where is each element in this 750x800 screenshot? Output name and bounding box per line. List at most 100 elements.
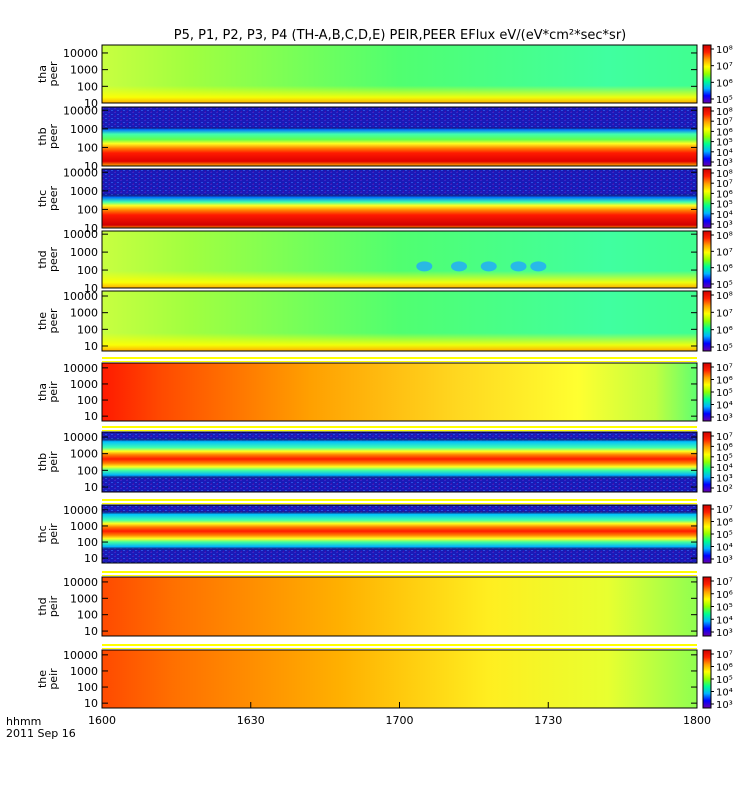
colorbar-tick-label: 10⁵: [716, 530, 733, 541]
colorbar: [702, 168, 712, 229]
x-tick-label: 1600: [88, 714, 116, 727]
y-tick-label: 100: [77, 203, 98, 216]
panel-ylabel: thbpeer: [36, 124, 60, 150]
spectrogram-low-energy: [102, 45, 697, 103]
y-tick-label: 1000: [70, 378, 98, 391]
colorbar-tick-label: 10⁷: [716, 179, 733, 190]
y-tick-label: 10000: [63, 504, 98, 517]
panel-ylabel-line: thd: [36, 597, 49, 615]
panel-frame: [101, 431, 698, 493]
panel-the-peer: 10000 1000 100 10 thepeer 10⁸ 10⁷ 10⁶ 10⁵: [36, 290, 733, 354]
colorbar-tick-label: 10⁶: [716, 376, 733, 387]
x-tick-label: 1700: [386, 714, 414, 727]
colorbar-tick-label: 10⁸: [716, 291, 733, 302]
colorbar-tick-label: 10⁷: [716, 247, 733, 258]
colorbar-tick-label: 10⁸: [716, 45, 733, 56]
y-tick-label: 100: [77, 323, 98, 336]
spectrogram-low-energy: [102, 231, 697, 288]
colorbar-tick-label: 10⁶: [716, 127, 733, 138]
colorbar-tick-label: 10⁸: [716, 169, 733, 180]
chart-title: P5, P1, P2, P3, P4 (TH-A,B,C,D,E) PEIR,P…: [173, 28, 627, 43]
y-tick-label: 10000: [63, 47, 98, 60]
panel-ylabel: thbpeir: [36, 451, 60, 473]
panel-top-gap: [102, 359, 697, 361]
colorbar: [702, 362, 712, 422]
y-tick-label: 100: [77, 609, 98, 622]
colorbar: [702, 431, 712, 493]
colorbar-tick-label: 10²: [716, 484, 733, 495]
panel-ylabel-line: thc: [36, 190, 49, 207]
panel-ylabel-line: peir: [47, 381, 60, 403]
colorbar-tick-label: 10⁷: [716, 117, 733, 128]
panel-ylabel-line: peir: [47, 523, 60, 545]
y-tick-label: 10000: [63, 362, 98, 375]
y-tick-label: 100: [77, 536, 98, 549]
panel-ylabel-line: thc: [36, 525, 49, 542]
y-tick-label: 10000: [63, 431, 98, 444]
colorbar-tick-label: 10⁶: [716, 518, 733, 529]
panel-ylabel-line: tha: [36, 383, 49, 401]
panel-ylabel: thdpeir: [36, 595, 60, 617]
spectrogram-low-energy: [102, 291, 697, 351]
spectrogram-fill: [102, 363, 697, 421]
y-tick-label: 10000: [63, 228, 98, 241]
y-tick-label: 10: [84, 552, 98, 565]
colorbar-tick-label: 10⁶: [716, 442, 733, 453]
spectrogram-band: [102, 505, 697, 563]
colorbar-tick-label: 10⁶: [716, 663, 733, 674]
colorbar-tick-label: 10⁴: [716, 688, 733, 699]
panel-top-gap: [102, 501, 697, 503]
colorbar-tick-label: 10⁴: [716, 210, 733, 221]
panel-ylabel: thdpeer: [36, 247, 60, 273]
y-tick-label: 100: [77, 394, 98, 407]
colorbar-tick-label: 10⁴: [716, 543, 733, 554]
panel-ylabel: thcpeir: [36, 523, 60, 545]
y-tick-label: 1000: [70, 520, 98, 533]
panel-ylabel-line: thb: [36, 127, 49, 145]
y-tick-label: 100: [77, 264, 98, 277]
panel-frame: [101, 290, 698, 352]
colorbar-tick-label: 10⁴: [716, 148, 733, 159]
panel-frame: [101, 576, 698, 637]
colorbar-tick-label: 10⁷: [716, 363, 733, 374]
spectrogram-patch: [451, 261, 467, 272]
spectrogram-fill: [102, 577, 697, 636]
spectrogram-band: [102, 107, 697, 166]
spectrogram-band: [102, 169, 697, 228]
panel-ylabel-line: peer: [47, 124, 60, 150]
colorbar-tick-label: 10⁷: [716, 577, 733, 588]
panel-frame: [101, 504, 698, 564]
panel-ylabel: thepeir: [36, 668, 60, 690]
panel-ylabel-line: thd: [36, 250, 49, 268]
y-tick-label: 10000: [63, 104, 98, 117]
spectrogram-patch: [530, 261, 547, 272]
colorbar-tick-label: 10⁵: [716, 200, 733, 211]
colorbar-tick-label: 10⁷: [716, 432, 733, 443]
colorbar: [702, 44, 712, 104]
panel-ylabel-line: peir: [47, 451, 60, 473]
y-tick-label: 1000: [70, 592, 98, 605]
colorbar-tick-label: 10⁴: [716, 401, 733, 412]
panel-ylabel: thapeer: [36, 61, 60, 87]
panel-ylabel: thepeer: [36, 308, 60, 334]
y-tick-label: 1000: [70, 185, 98, 198]
y-tick-label: 10000: [63, 576, 98, 589]
panel-ylabel: thcpeer: [36, 186, 60, 212]
spectrogram-band: [102, 432, 697, 492]
colorbar-tick-label: 10³: [716, 700, 733, 711]
x-tick-label: 1630: [237, 714, 265, 727]
panel-frame: [101, 168, 698, 229]
colorbar-tick-label: 10⁵: [716, 453, 733, 464]
colorbar-tick-label: 10⁸: [716, 107, 733, 118]
y-tick-label: 1000: [70, 123, 98, 136]
panel-tha-peer: 10000 1000 100 10 thapeer 10⁸ 10⁷ 10⁶ 10⁵: [36, 44, 733, 110]
panel-top-gap: [102, 646, 697, 648]
colorbar-tick-label: 10⁶: [716, 590, 733, 601]
y-tick-label: 10: [84, 697, 98, 710]
colorbar: [702, 504, 712, 564]
y-tick-label: 10000: [63, 649, 98, 662]
y-tick-label: 10: [84, 625, 98, 638]
